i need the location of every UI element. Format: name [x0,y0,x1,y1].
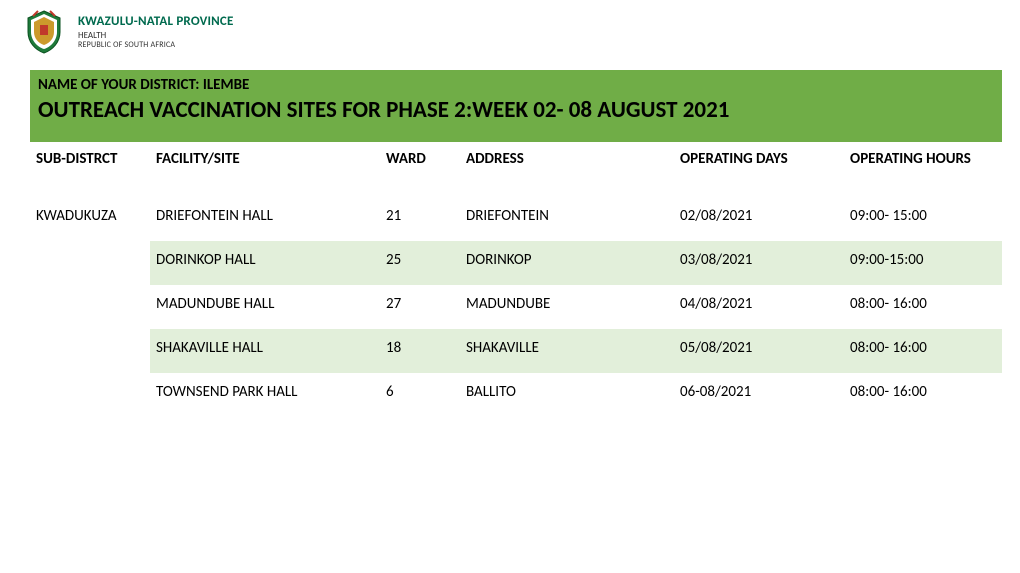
cell-facility: DRIEFONTEIN HALL [150,197,380,242]
coat-of-arms-icon [20,8,68,56]
vaccination-sites-table: NAME OF YOUR DISTRICT: ILEMBE OUTREACH V… [30,70,1002,417]
republic-line: REPUBLIC OF SOUTH AFRICA [78,41,234,50]
table-row: TOWNSEND PARK HALL6BALLITO06-08/202108:0… [30,373,1002,417]
cell-address: BALLITO [460,373,674,417]
cell-hours: 09:00- 15:00 [844,197,1002,242]
cell-ward: 21 [380,197,460,242]
col-address: ADDRESS [460,142,674,197]
cell-facility: MADUNDUBE HALL [150,285,380,329]
logo-text: KWAZULU-NATAL PROVINCE HEALTH REPUBLIC O… [78,15,234,50]
table-row: SHAKAVILLE HALL18SHAKAVILLE05/08/202108:… [30,329,1002,373]
col-days: OPERATING DAYS [674,142,844,197]
cell-ward: 25 [380,241,460,285]
cell-ward: 27 [380,285,460,329]
cell-facility: TOWNSEND PARK HALL [150,373,380,417]
cell-hours: 09:00-15:00 [844,241,1002,285]
cell-hours: 08:00- 16:00 [844,373,1002,417]
province-name: KWAZULU-NATAL PROVINCE [78,15,234,29]
logo-bar: KWAZULU-NATAL PROVINCE HEALTH REPUBLIC O… [0,0,1020,60]
cell-address: DORINKOP [460,241,674,285]
cell-facility: DORINKOP HALL [150,241,380,285]
cell-ward: 18 [380,329,460,373]
table-row: MADUNDUBE HALL27MADUNDUBE04/08/202108:00… [30,285,1002,329]
cell-address: MADUNDUBE [460,285,674,329]
district-label: NAME OF YOUR DISTRICT: ILEMBE [38,76,836,94]
table-container: NAME OF YOUR DISTRICT: ILEMBE OUTREACH V… [0,60,1020,417]
column-header-row: SUB-DISTRCT FACILITY/SITE WARD ADDRESS O… [30,142,1002,197]
cell-sub-district [30,241,150,285]
cell-sub-district: KWADUKUZA [30,197,150,242]
cell-sub-district [30,329,150,373]
table-row: DORINKOP HALL25DORINKOP03/08/202109:00-1… [30,241,1002,285]
cell-address: DRIEFONTEIN [460,197,674,242]
cell-days: 03/08/2021 [674,241,844,285]
col-facility: FACILITY/SITE [150,142,380,197]
col-sub-district: SUB-DISTRCT [30,142,150,197]
cell-days: 06-08/2021 [674,373,844,417]
page-title: OUTREACH VACCINATION SITES FOR PHASE 2:W… [38,96,836,124]
header-row: NAME OF YOUR DISTRICT: ILEMBE OUTREACH V… [30,70,1002,142]
col-hours: OPERATING HOURS [844,142,1002,197]
cell-hours: 08:00- 16:00 [844,329,1002,373]
cell-days: 05/08/2021 [674,329,844,373]
col-ward: WARD [380,142,460,197]
cell-ward: 6 [380,373,460,417]
cell-address: SHAKAVILLE [460,329,674,373]
table-row: KWADUKUZADRIEFONTEIN HALL21DRIEFONTEIN02… [30,197,1002,242]
cell-days: 02/08/2021 [674,197,844,242]
cell-days: 04/08/2021 [674,285,844,329]
cell-sub-district [30,285,150,329]
cell-facility: SHAKAVILLE HALL [150,329,380,373]
cell-hours: 08:00- 16:00 [844,285,1002,329]
cell-sub-district [30,373,150,417]
